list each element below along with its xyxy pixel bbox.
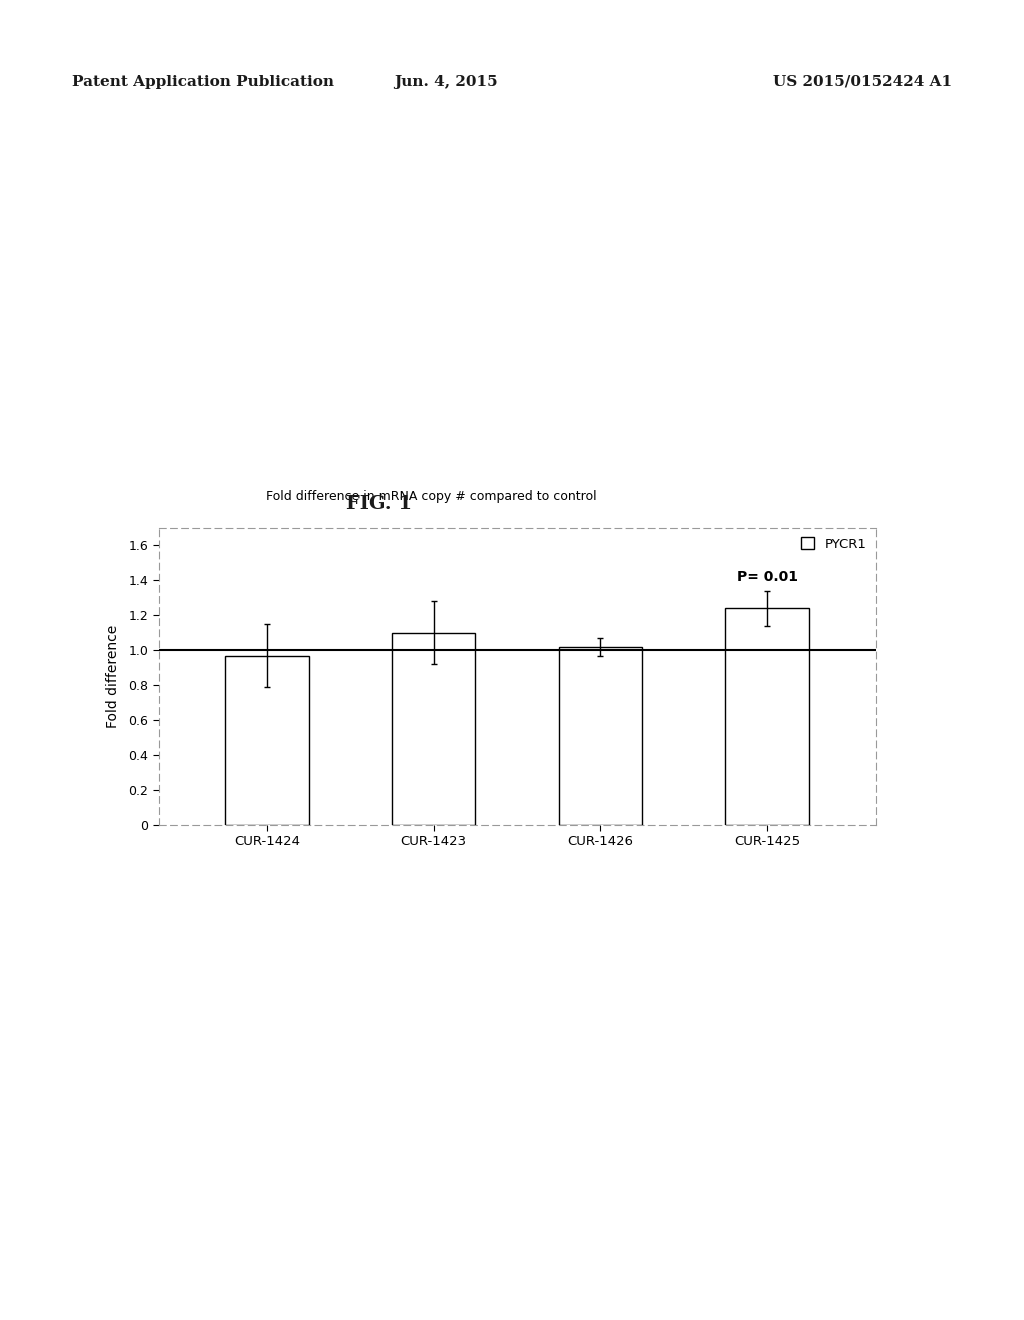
Text: P= 0.01: P= 0.01 xyxy=(736,570,798,583)
Bar xyxy=(225,656,309,825)
Bar xyxy=(392,632,475,825)
Y-axis label: Fold difference: Fold difference xyxy=(105,624,120,729)
Bar xyxy=(559,647,642,825)
Text: FIG. 1: FIG. 1 xyxy=(346,495,412,513)
Bar xyxy=(725,609,809,825)
Text: Patent Application Publication: Patent Application Publication xyxy=(72,75,334,88)
Text: Jun. 4, 2015: Jun. 4, 2015 xyxy=(393,75,498,88)
Text: US 2015/0152424 A1: US 2015/0152424 A1 xyxy=(773,75,952,88)
Text: Fold difference in mRNA copy # compared to control: Fold difference in mRNA copy # compared … xyxy=(266,490,596,503)
Legend: PYCR1: PYCR1 xyxy=(796,532,871,556)
